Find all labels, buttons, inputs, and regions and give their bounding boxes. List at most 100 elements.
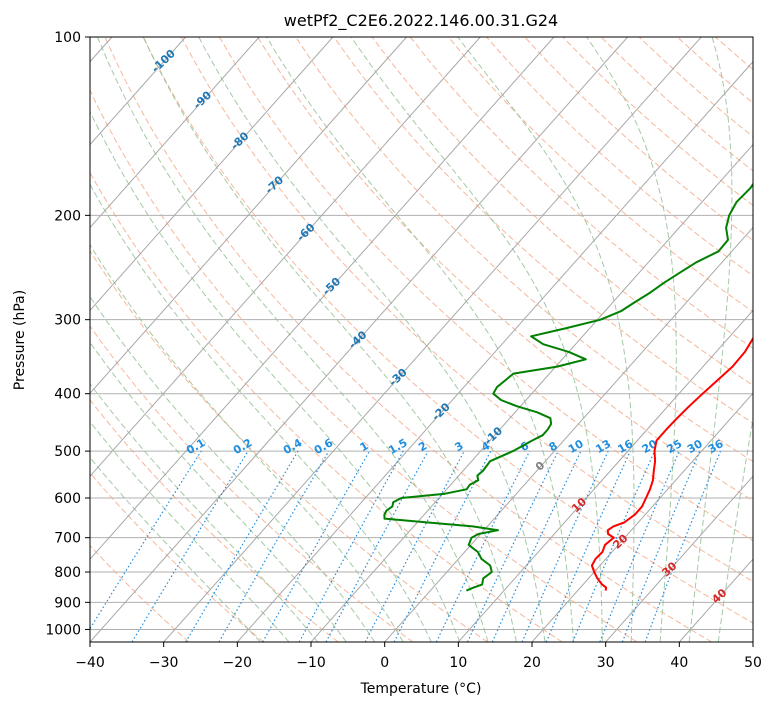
moist-adiabat-line bbox=[90, 183, 432, 642]
dry-adiabat-line bbox=[524, 37, 753, 242]
background-lines bbox=[90, 37, 753, 642]
moist-adiabat-line bbox=[198, 37, 546, 642]
moist-adiabat-line bbox=[457, 37, 635, 642]
mixing-ratio-label: 30 bbox=[685, 437, 705, 456]
mixing-ratio-label: 0.2 bbox=[231, 436, 254, 457]
background-labels: 0.1 0.2 0.4 0.6 1 1.5 2 3 4 6 8 10 13 16 20 25 30 36-100-… bbox=[149, 47, 730, 606]
mixing-ratio-line bbox=[262, 450, 370, 642]
moist-adiabat-line bbox=[688, 37, 733, 642]
y-tick-label: 300 bbox=[54, 313, 81, 329]
moist-adiabat-line bbox=[90, 456, 261, 642]
mixing-ratio-line bbox=[325, 450, 429, 642]
mixing-ratio-label: 0.6 bbox=[312, 436, 336, 457]
mixing-ratio-line bbox=[644, 450, 722, 642]
moist-adiabat-line bbox=[90, 383, 319, 642]
dry-adiabat-line bbox=[676, 37, 753, 104]
x-tick-label: 10 bbox=[449, 655, 467, 671]
mixing-ratio-line bbox=[298, 450, 404, 642]
mixing-ratio-line bbox=[131, 450, 249, 642]
moist-adiabat-line bbox=[97, 37, 489, 642]
moist-adiabat-line bbox=[90, 421, 290, 642]
y-tick-label: 200 bbox=[54, 208, 81, 224]
isotherm-line bbox=[90, 37, 186, 146]
isotherm-line bbox=[605, 475, 753, 642]
dry-adiabat-line bbox=[371, 37, 753, 386]
dry-adiabat-line bbox=[715, 37, 753, 71]
moist-adiabat-line bbox=[586, 37, 677, 642]
dry-adiabat-line bbox=[90, 399, 339, 642]
y-tick-label: 700 bbox=[54, 531, 81, 547]
chart-title: wetPf2_C2E6.2022.146.00.31.G24 bbox=[284, 11, 558, 31]
x-tick-label: −20 bbox=[223, 655, 253, 671]
mixing-ratio-label: 13 bbox=[593, 437, 613, 456]
mixing-ratio-line bbox=[90, 450, 202, 630]
dry-adiabat-line bbox=[218, 37, 753, 542]
y-tick-label: 100 bbox=[54, 30, 81, 46]
dry-adiabat-line bbox=[448, 37, 753, 313]
dry-adiabat-line bbox=[600, 37, 753, 172]
mixing-ratio-line bbox=[521, 450, 609, 642]
x-tick-label: −30 bbox=[149, 655, 179, 671]
x-tick-label: −40 bbox=[75, 655, 105, 671]
moist-adiabat-line bbox=[717, 415, 753, 642]
x-tick-label: 40 bbox=[670, 655, 688, 671]
mixing-ratio-label: 1.5 bbox=[386, 436, 409, 457]
x-tick-label: 0 bbox=[380, 655, 389, 671]
isotherm-line bbox=[531, 392, 753, 642]
isotherm-line bbox=[90, 37, 481, 477]
dry-adiabat-line bbox=[90, 544, 190, 642]
x-axis: −40 −30 −20 −10 0 10 20 30 40 50 bbox=[75, 642, 762, 671]
isotherm-line bbox=[90, 37, 260, 229]
x-tick-label: 30 bbox=[597, 655, 615, 671]
y-axis: 100 200 300 400 500 600 700 800 900 1000 bbox=[45, 30, 90, 638]
mixing-ratio-line bbox=[435, 450, 531, 642]
isotherm-line bbox=[163, 37, 702, 642]
dry-adiabat-line bbox=[142, 37, 753, 624]
dry-adiabat-line bbox=[90, 472, 264, 642]
mixing-ratio-label: 3 bbox=[452, 439, 465, 454]
y-tick-label: 900 bbox=[54, 595, 81, 611]
moist-adiabat-line bbox=[143, 37, 517, 642]
y-tick-label: 600 bbox=[54, 491, 81, 507]
moist-adiabat-line bbox=[90, 295, 376, 642]
x-tick-label: −10 bbox=[296, 655, 326, 671]
dry-adiabat-line bbox=[90, 171, 563, 642]
dry-adiabat-line bbox=[638, 37, 753, 138]
dry-adiabat-line bbox=[180, 37, 753, 582]
x-tick-label: 50 bbox=[744, 655, 762, 671]
isotherm-line bbox=[752, 641, 753, 642]
mixing-ratio-line bbox=[393, 450, 492, 642]
plot-frame bbox=[89, 36, 754, 643]
isotherm-line bbox=[236, 60, 753, 642]
isotherm-line bbox=[90, 37, 407, 395]
y-tick-label: 800 bbox=[54, 565, 81, 581]
mixing-ratio-label: 36 bbox=[706, 437, 726, 456]
moist-adiabat-line bbox=[90, 243, 404, 642]
mixing-ratio-label: 0.4 bbox=[281, 436, 305, 457]
isotherm-line bbox=[90, 37, 628, 642]
x-axis-title: Temperature (°C) bbox=[360, 681, 482, 697]
mixing-ratio-line bbox=[364, 450, 465, 642]
moist-adiabat-line bbox=[90, 110, 461, 642]
mixing-ratio-line bbox=[572, 450, 656, 642]
dry-adiabat-line bbox=[562, 37, 753, 206]
dry-adiabat-line bbox=[257, 37, 753, 502]
isotherm-label: -100 bbox=[149, 47, 178, 76]
isotherm-line bbox=[457, 309, 753, 642]
temperature-line bbox=[590, 336, 753, 591]
mixing-ratio-label: 25 bbox=[665, 437, 685, 456]
mixing-ratio-label: 10 bbox=[566, 437, 586, 456]
mixing-ratio-line bbox=[621, 450, 701, 642]
moist-adiabat-line bbox=[266, 37, 575, 642]
moist-adiabat-line bbox=[350, 37, 603, 642]
mixing-ratio-label: 0.1 bbox=[184, 436, 207, 457]
mixing-ratio-line bbox=[545, 450, 631, 642]
y-tick-label: 1000 bbox=[45, 622, 81, 638]
isotherm-line bbox=[90, 37, 334, 312]
isotherm-line bbox=[384, 226, 753, 642]
isotherm-line bbox=[310, 143, 753, 642]
y-tick-label: 500 bbox=[54, 444, 81, 460]
dry-adiabat-line bbox=[90, 89, 638, 642]
dewpoint-line bbox=[383, 182, 753, 592]
